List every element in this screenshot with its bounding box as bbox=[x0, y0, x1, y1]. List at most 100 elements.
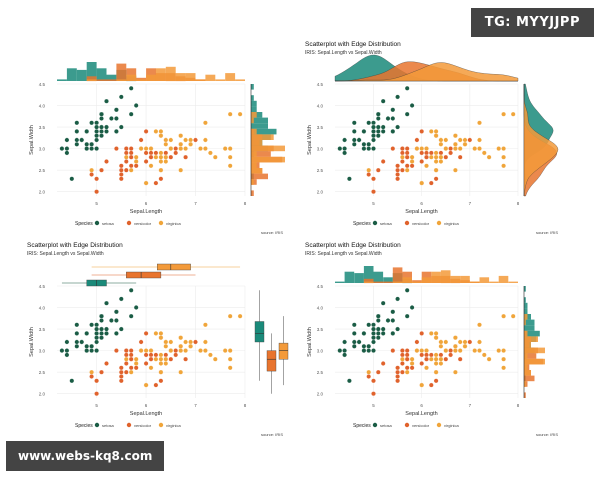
point-setosa bbox=[128, 85, 134, 91]
point-setosa bbox=[395, 94, 400, 100]
point-versicolor bbox=[94, 378, 99, 384]
legend-key-versicolor bbox=[404, 422, 410, 428]
top-hist-bar-setosa bbox=[373, 271, 384, 283]
point-virginica bbox=[472, 146, 478, 151]
side-hist-bar-virginica bbox=[251, 140, 263, 146]
side-hist-bar-setosa bbox=[251, 117, 268, 124]
point-virginica bbox=[453, 133, 458, 139]
point-versicolor bbox=[133, 163, 139, 169]
legend-label-setosa: setosa bbox=[380, 221, 393, 226]
point-virginica bbox=[428, 154, 434, 160]
point-versicolor bbox=[99, 167, 104, 173]
point-virginica bbox=[477, 146, 482, 151]
point-setosa bbox=[366, 343, 372, 349]
point-versicolor bbox=[380, 361, 386, 366]
point-versicolor bbox=[375, 167, 381, 173]
top-hist-bar-virginica bbox=[431, 271, 441, 283]
point-virginica bbox=[163, 361, 169, 366]
point-setosa bbox=[356, 339, 362, 345]
legend-label-versicolor: versicolor bbox=[134, 221, 152, 226]
point-virginica bbox=[433, 331, 439, 336]
top-hist-bar-virginica bbox=[498, 275, 509, 283]
side-hist-bar-virginica bbox=[524, 364, 528, 370]
point-versicolor bbox=[443, 356, 449, 362]
point-virginica bbox=[424, 163, 429, 169]
point-setosa bbox=[371, 335, 376, 341]
top-hist-bar-virginica bbox=[225, 73, 236, 81]
point-versicolor bbox=[148, 356, 154, 362]
side-hist-bar-setosa bbox=[524, 325, 535, 331]
point-versicolor bbox=[118, 176, 124, 182]
point-setosa bbox=[375, 116, 381, 121]
point-setosa bbox=[390, 331, 396, 336]
y-tick-label: 3.0 bbox=[39, 147, 46, 152]
point-virginica bbox=[443, 339, 449, 345]
point-setosa bbox=[84, 129, 90, 134]
point-setosa bbox=[371, 322, 376, 328]
x-tick-label: 8 bbox=[244, 403, 247, 408]
point-virginica bbox=[128, 167, 134, 173]
point-virginica bbox=[163, 356, 169, 362]
point-setosa bbox=[84, 343, 90, 349]
point-setosa bbox=[395, 326, 400, 332]
y-tick-label: 2.0 bbox=[317, 392, 324, 397]
point-setosa bbox=[366, 141, 372, 147]
point-virginica bbox=[443, 146, 449, 151]
point-versicolor bbox=[448, 352, 453, 358]
side-hist-bar-virginica bbox=[524, 319, 526, 326]
point-virginica bbox=[433, 335, 439, 341]
point-setosa bbox=[371, 339, 376, 345]
point-versicolor bbox=[395, 378, 400, 384]
watermark-website: www.webs-kq8.com bbox=[6, 441, 165, 471]
point-setosa bbox=[84, 141, 90, 147]
side-hist-bar-setosa bbox=[524, 319, 535, 326]
top-hist-bar-virginica bbox=[440, 270, 451, 284]
point-virginica bbox=[178, 348, 184, 353]
top-hist-bar-virginica bbox=[392, 281, 403, 283]
point-versicolor bbox=[419, 159, 425, 164]
point-virginica bbox=[158, 129, 164, 134]
point-setosa bbox=[64, 348, 70, 353]
point-versicolor bbox=[163, 150, 169, 156]
point-virginica bbox=[462, 343, 468, 349]
point-virginica bbox=[414, 146, 420, 151]
point-virginica bbox=[183, 348, 188, 353]
point-setosa bbox=[114, 129, 119, 134]
point-versicolor bbox=[148, 150, 154, 156]
point-versicolor bbox=[404, 146, 410, 151]
point-setosa bbox=[104, 300, 109, 306]
point-versicolor bbox=[89, 374, 94, 379]
point-versicolor bbox=[123, 146, 129, 151]
point-setosa bbox=[380, 129, 386, 134]
point-setosa bbox=[99, 133, 104, 139]
point-setosa bbox=[74, 120, 80, 126]
top-density-virginica bbox=[335, 62, 519, 82]
legend-key-virginica bbox=[436, 422, 442, 428]
point-setosa bbox=[94, 322, 99, 328]
point-versicolor bbox=[433, 378, 439, 384]
point-setosa bbox=[390, 129, 396, 134]
y-tick-label: 3.5 bbox=[39, 327, 46, 332]
point-versicolor bbox=[143, 352, 149, 358]
side-hist-bar-versicolor bbox=[251, 179, 257, 185]
legend-key-setosa bbox=[94, 220, 100, 226]
point-virginica bbox=[424, 365, 429, 371]
point-virginica bbox=[178, 141, 184, 147]
point-setosa bbox=[351, 129, 357, 134]
point-setosa bbox=[375, 331, 381, 336]
chart-title: Scatterplot with Edge Distribution bbox=[27, 242, 123, 249]
point-virginica bbox=[424, 146, 429, 151]
point-versicolor bbox=[400, 159, 405, 164]
point-versicolor bbox=[400, 150, 405, 156]
side-hist-bar-versicolor bbox=[251, 151, 271, 157]
point-setosa bbox=[99, 129, 104, 134]
point-virginica bbox=[123, 154, 129, 160]
x-axis-label: Sepal.Length bbox=[405, 209, 437, 215]
point-versicolor bbox=[404, 163, 410, 169]
point-versicolor bbox=[94, 391, 99, 397]
point-versicolor bbox=[371, 176, 376, 182]
legend-key-versicolor bbox=[126, 422, 132, 428]
top-hist-bar-virginica bbox=[146, 74, 156, 81]
point-virginica bbox=[188, 137, 193, 143]
side-hist-bar-virginica bbox=[524, 347, 545, 354]
